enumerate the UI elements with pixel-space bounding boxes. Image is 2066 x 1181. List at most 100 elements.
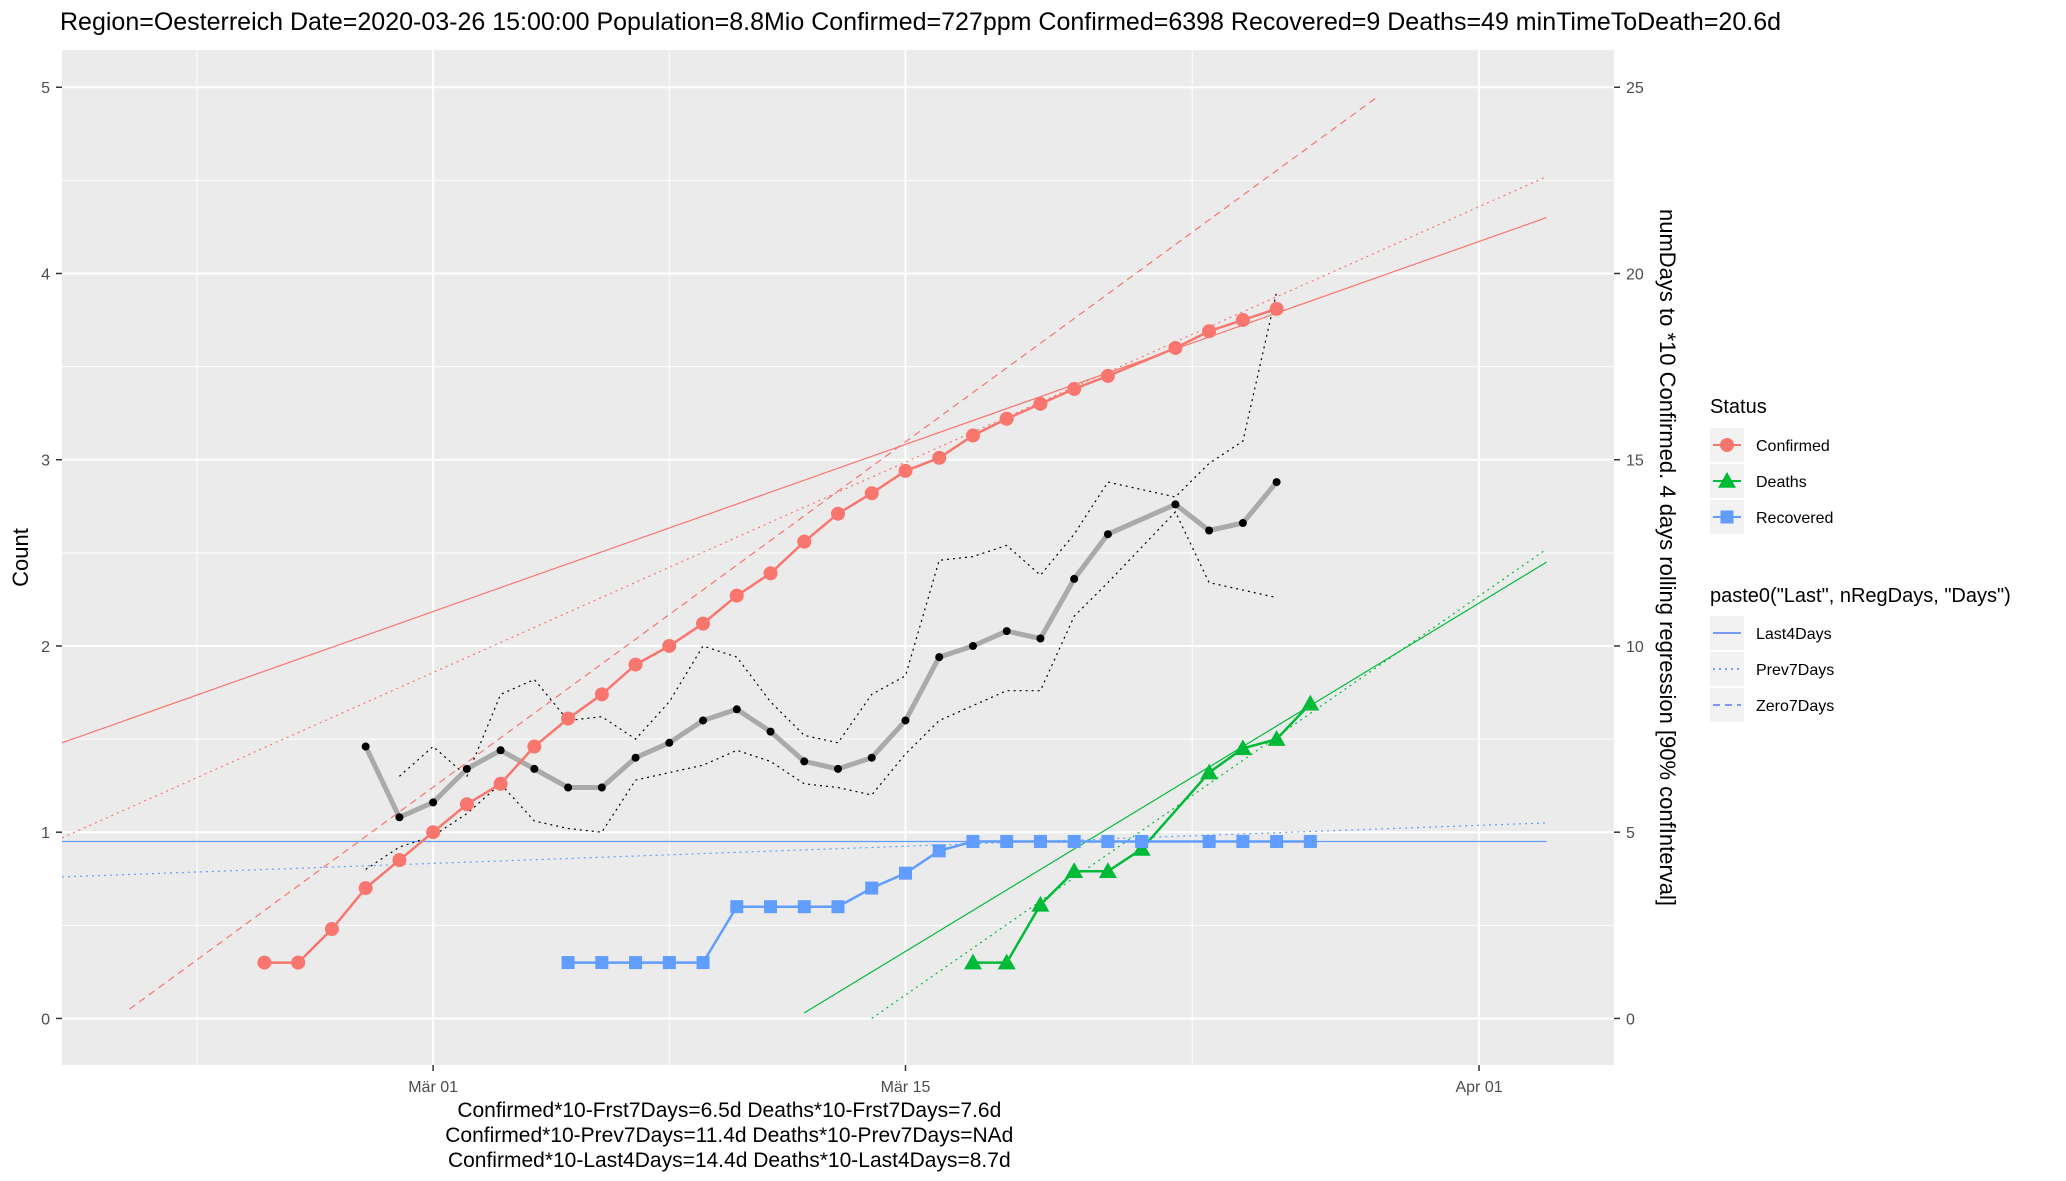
x-tick-label: Mär 01	[408, 1079, 458, 1096]
chart-title: Region=Oesterreich Date=2020-03-26 15:00…	[60, 8, 1781, 36]
rolling-point	[766, 727, 775, 736]
rolling-point	[530, 764, 539, 773]
rolling-point	[564, 783, 573, 792]
regression-confirmed-last4days	[61, 217, 1547, 744]
legend-key-confirmed-marker	[1720, 438, 1734, 452]
x-tick-label: Apr 01	[1455, 1079, 1502, 1096]
confirmed-point	[493, 776, 508, 791]
y-tick-label: 2	[41, 639, 50, 656]
deaths-point	[1031, 895, 1050, 912]
rolling-point	[429, 798, 438, 807]
y2-tick-label: 25	[1626, 80, 1644, 97]
status-series	[257, 301, 1320, 970]
confirmed-point	[1033, 396, 1048, 411]
recovered-point	[898, 866, 912, 880]
rolling-point	[1272, 478, 1281, 487]
rolling-point	[597, 783, 606, 792]
regression-confirmed-prev7days	[61, 176, 1547, 839]
confirmed-point	[1168, 340, 1183, 355]
plot-panel	[62, 50, 1614, 1065]
y2-tick-label: 5	[1626, 825, 1635, 842]
y-tick-label: 3	[41, 453, 50, 470]
recovered-point	[1000, 835, 1014, 849]
legend-label-zero7days: Zero7Days	[1756, 698, 1834, 715]
series-confirmed	[257, 301, 1284, 970]
recovered-point	[966, 835, 980, 849]
regression-recovered-prev7days	[61, 822, 1547, 878]
regression-confirmed-zero7days	[129, 96, 1379, 1010]
rolling-point	[732, 705, 741, 714]
legend: Status paste0("Last", nRegDays, "Days") …	[1710, 396, 2011, 722]
confirmed-point	[864, 486, 879, 501]
confirmed-point	[392, 853, 407, 868]
confirmed-point	[729, 588, 744, 603]
recovered-point	[932, 844, 946, 858]
recovered-point	[1067, 835, 1081, 849]
rolling-point	[1070, 574, 1079, 583]
recovered-point	[1303, 835, 1317, 849]
rolling-point	[496, 746, 505, 755]
confirmed-point	[527, 739, 542, 754]
series-recovered	[561, 835, 1317, 970]
recovered-point	[730, 900, 744, 914]
y2-axis-title: numDays to *10 Confirmed. 4 days rolling…	[1655, 209, 1680, 906]
recovered-point	[831, 900, 845, 914]
recovered-point	[696, 956, 710, 970]
y-axis-title: Count	[8, 528, 33, 587]
deaths-point	[1233, 739, 1252, 756]
legend-label-deaths: Deaths	[1756, 474, 1807, 491]
y-tick-label: 1	[41, 825, 50, 842]
deaths-point	[963, 953, 982, 970]
confirmed-point	[358, 881, 373, 896]
confirmed-point	[594, 687, 609, 702]
rolling-point	[968, 641, 977, 650]
caption-line-2: Confirmed*10-Prev7Days=11.4d Deaths*10-P…	[445, 1124, 1013, 1147]
rolling-point	[901, 716, 910, 725]
y-tick-label: 4	[41, 266, 50, 283]
caption-line-1: Confirmed*10-Frst7Days=6.5d Deaths*10-Fr…	[457, 1099, 1001, 1122]
recovered-point	[1270, 835, 1284, 849]
confirmed-point	[763, 566, 778, 581]
confirmed-point	[459, 797, 474, 812]
legend-key-recovered-marker	[1720, 510, 1734, 524]
confirmed-point	[291, 955, 306, 970]
rolling-upper-bound	[399, 291, 1278, 778]
confirmed-point	[898, 463, 913, 478]
y2-tick-label: 20	[1626, 266, 1644, 283]
rolling-point	[1205, 526, 1214, 535]
recovered-line	[568, 840, 1311, 964]
confirmed-point	[628, 657, 643, 672]
regression-deaths-last4days	[803, 561, 1547, 1014]
y2-tick-label: 10	[1626, 639, 1644, 656]
rolling-regression	[361, 291, 1281, 870]
rolling-point	[935, 653, 944, 662]
recovered-point	[1101, 835, 1115, 849]
y-tick-label: 0	[41, 1011, 50, 1028]
confirmed-point	[1235, 313, 1250, 328]
rolling-point	[1103, 530, 1112, 539]
deaths-point	[1301, 694, 1320, 711]
confirmed-point	[831, 506, 845, 521]
confirmed-point	[324, 922, 339, 937]
rolling-point	[1171, 500, 1180, 509]
deaths-point	[1098, 862, 1117, 879]
rolling-point	[1238, 519, 1247, 528]
confirmed-point	[1202, 324, 1217, 339]
y-tick-label: 5	[41, 80, 50, 97]
legend-label-recovered: Recovered	[1756, 510, 1833, 527]
axes: 0 1 2 3 4 5 0 5 10 15 20 25 Mär 01 Mär 15 Apr 01	[41, 80, 1644, 1096]
deaths-point	[1065, 862, 1084, 879]
recovered-point	[865, 881, 879, 895]
series-deaths	[963, 694, 1320, 970]
recovered-point	[595, 956, 609, 970]
confirmed-point	[1100, 368, 1115, 383]
x-tick-label: Mär 15	[881, 1079, 931, 1096]
caption: Confirmed*10-Frst7Days=6.5d Deaths*10-Fr…	[445, 1099, 1013, 1172]
confirmed-point	[662, 638, 677, 653]
recovered-point	[1236, 835, 1250, 849]
confirmed-point	[932, 450, 947, 465]
deaths-point	[997, 953, 1016, 970]
confirmed-point	[797, 534, 812, 549]
grid-lines	[62, 50, 1614, 1065]
legend-key-deaths-marker	[1718, 472, 1736, 488]
